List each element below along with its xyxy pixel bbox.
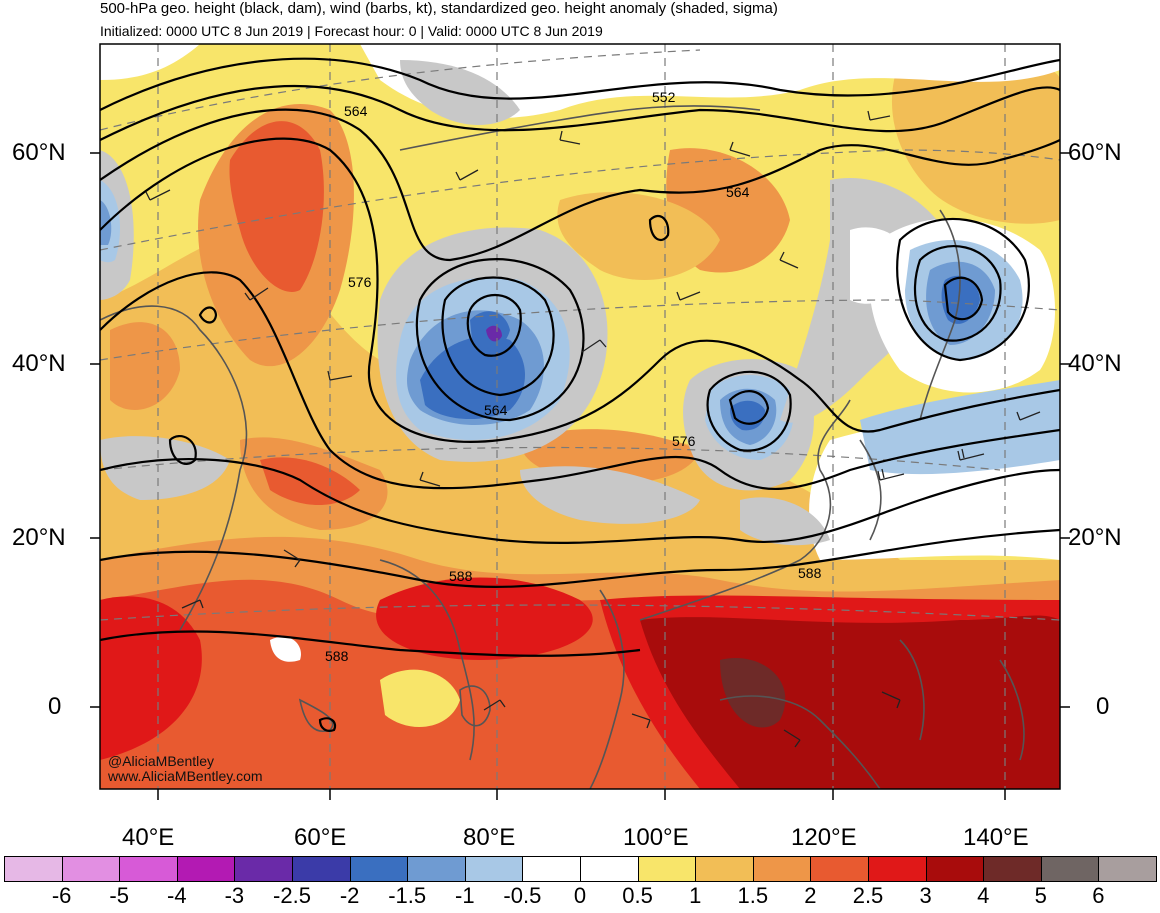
contour-label: 576 bbox=[348, 274, 372, 290]
lat-label-left: 0 bbox=[48, 693, 62, 720]
colorbar-tick-label: 4 bbox=[977, 883, 990, 908]
colorbar-swatch bbox=[637, 856, 697, 882]
colorbar-tick-label: 1 bbox=[689, 883, 702, 908]
colorbar-swatch bbox=[983, 856, 1042, 882]
lat-label-right: 20°N bbox=[1068, 524, 1122, 551]
lon-label: 140°E bbox=[963, 824, 1029, 851]
contour-label: 588 bbox=[325, 648, 349, 664]
colorbar-tick-label: 0.5 bbox=[622, 883, 653, 908]
map-frame bbox=[99, 43, 1061, 790]
colorbar-tick-label: -1 bbox=[455, 883, 475, 908]
contour-label: 588 bbox=[798, 565, 822, 581]
contour-label: 564 bbox=[484, 402, 508, 418]
colorbar-swatch bbox=[752, 856, 812, 882]
colorbar-swatch bbox=[176, 856, 236, 882]
colorbar-tick-label: 2 bbox=[804, 883, 817, 908]
wind-barbs bbox=[145, 110, 1041, 748]
lat-label-left: 20°N bbox=[12, 524, 66, 551]
contour-label: 564 bbox=[726, 184, 750, 200]
colorbar-tick-label: -4 bbox=[167, 883, 187, 908]
lat-label-right: 60°N bbox=[1068, 139, 1122, 166]
colorbar-swatch bbox=[292, 856, 351, 882]
colorbar-swatch bbox=[407, 856, 466, 882]
colorbar-tick-label: 2.5 bbox=[852, 883, 884, 908]
colorbar-swatch bbox=[522, 856, 581, 882]
colorbar-swatch bbox=[1098, 856, 1157, 882]
colorbar-tick-label: -1.5 bbox=[388, 883, 427, 908]
lon-label: 40°E bbox=[122, 824, 175, 851]
graticule bbox=[100, 44, 1060, 789]
colorbar-swatch bbox=[868, 856, 927, 882]
coastlines bbox=[100, 105, 1025, 789]
colorbar-tick-label: 1.5 bbox=[737, 883, 769, 908]
colorbar-swatch bbox=[1040, 856, 1100, 882]
lat-label-right: 0 bbox=[1096, 693, 1110, 720]
colorbar-tick-label: 5 bbox=[1034, 883, 1047, 908]
credit-handle: @AliciaMBentley bbox=[108, 753, 215, 769]
colorbar-tick-label: -2 bbox=[339, 883, 360, 908]
contour-label: 576 bbox=[672, 433, 696, 449]
height-contours bbox=[100, 57, 1060, 732]
colorbar-swatch bbox=[925, 856, 985, 882]
colorbar-swatch bbox=[119, 856, 178, 882]
colorbar-swatch bbox=[810, 856, 869, 882]
colorbar-tick-label: -0.5 bbox=[503, 883, 542, 908]
colorbar-swatch bbox=[349, 856, 409, 882]
colorbar-tick-label: -3 bbox=[224, 883, 245, 908]
lon-label: 60°E bbox=[294, 824, 347, 851]
colorbar-swatch bbox=[4, 856, 63, 882]
colorbar-tick-label: -2.5 bbox=[273, 883, 311, 908]
colorbar-swatch bbox=[464, 856, 524, 882]
credit-url: www.AliciaMBentley.com bbox=[108, 768, 263, 784]
colorbar-swatch bbox=[234, 856, 293, 882]
lon-label: 100°E bbox=[623, 824, 689, 851]
colorbar-tick-label: 6 bbox=[1092, 883, 1105, 908]
anomaly-shading bbox=[100, 44, 1060, 789]
lat-label-left: 60°N bbox=[12, 139, 66, 166]
colorbar-tick-label: -5 bbox=[109, 883, 129, 908]
contour-label: 588 bbox=[449, 568, 473, 584]
lat-label-right: 40°N bbox=[1068, 350, 1122, 377]
colorbar-swatch bbox=[580, 856, 639, 882]
lon-label: 120°E bbox=[791, 824, 857, 851]
chart-title: 500-hPa geo. height (black, dam), wind (… bbox=[100, 0, 778, 17]
lon-label: 80°E bbox=[463, 824, 516, 851]
colorbar-swatch bbox=[695, 856, 754, 882]
contour-label: 564 bbox=[344, 103, 368, 119]
colorbar-tick-label: -6 bbox=[51, 883, 72, 908]
colorbar-tick-label: 3 bbox=[919, 883, 932, 908]
contour-label: 552 bbox=[652, 89, 676, 105]
colorbar-swatch bbox=[61, 856, 121, 882]
colorbar-tick-label: 0 bbox=[573, 883, 587, 908]
lat-label-left: 40°N bbox=[12, 350, 66, 377]
axis-ticks bbox=[90, 152, 1070, 800]
chart-subtitle: Initialized: 0000 UTC 8 Jun 2019 | Forec… bbox=[100, 23, 603, 39]
